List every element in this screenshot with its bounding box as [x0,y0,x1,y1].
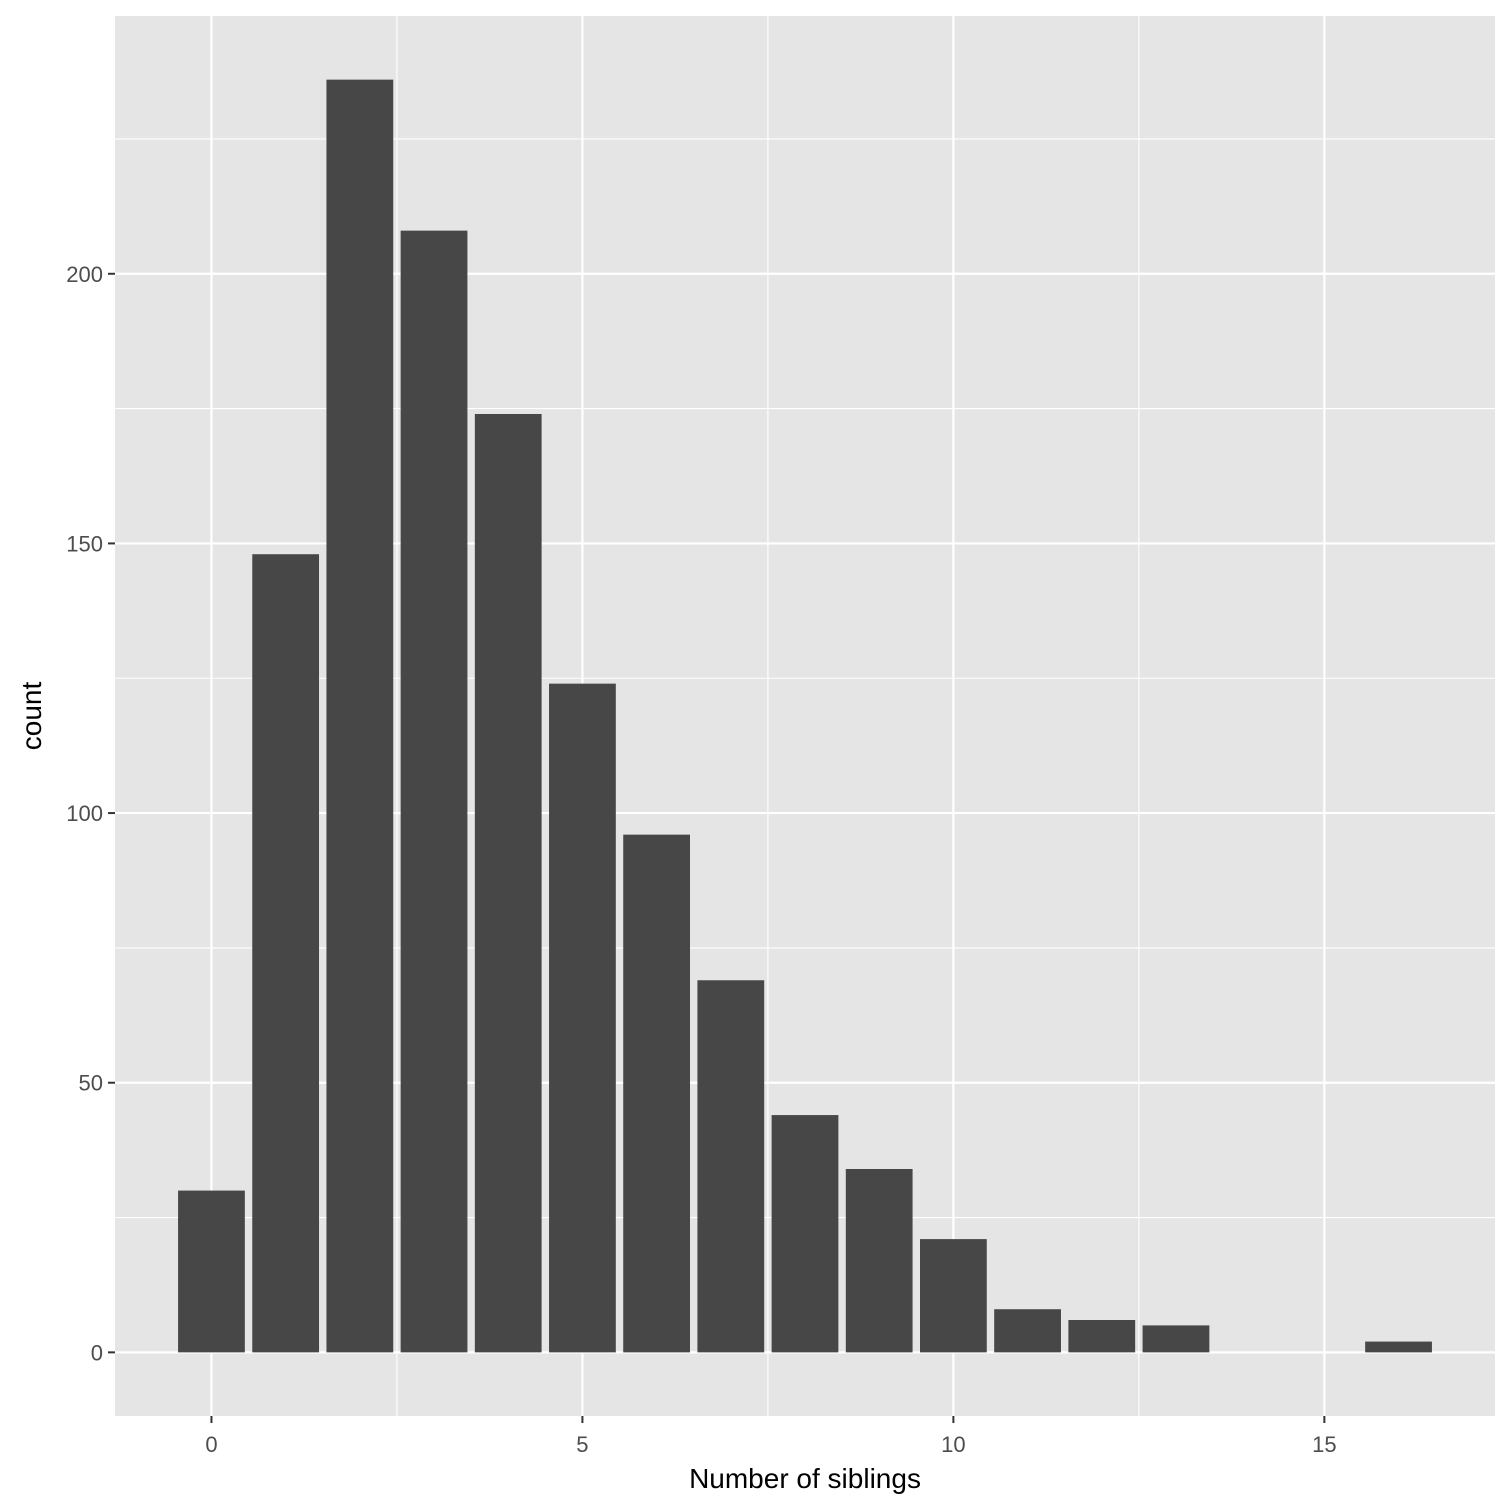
bar [400,230,468,1353]
x-axis-title: Number of siblings [689,1463,921,1494]
bar [845,1169,913,1353]
bars [178,79,1432,1353]
bar [1068,1320,1136,1353]
y-tick-label: 150 [66,531,103,556]
x-tick-label: 10 [941,1432,965,1457]
bar [920,1239,987,1353]
y-tick-label: 0 [91,1340,103,1365]
x-tick-label: 5 [576,1432,588,1457]
bar [771,1115,839,1353]
bar [994,1309,1061,1353]
bar [1365,1341,1432,1353]
x-tick-label: 15 [1312,1432,1336,1457]
bar [549,683,616,1353]
bar [697,980,765,1353]
bar [326,79,394,1353]
y-tick-label: 100 [66,801,103,826]
y-tick-label: 50 [79,1071,103,1096]
bar [252,554,320,1353]
bar [1142,1325,1210,1353]
bar [474,413,542,1353]
bar [178,1190,245,1353]
bar [623,834,690,1353]
x-tick-label: 0 [205,1432,217,1457]
y-axis-ticks: 0 50 100 150 200 [66,262,115,1365]
y-tick-label: 200 [66,262,103,287]
x-axis-ticks: 0 5 10 15 [205,1416,1337,1457]
y-axis-title: count [16,682,47,751]
